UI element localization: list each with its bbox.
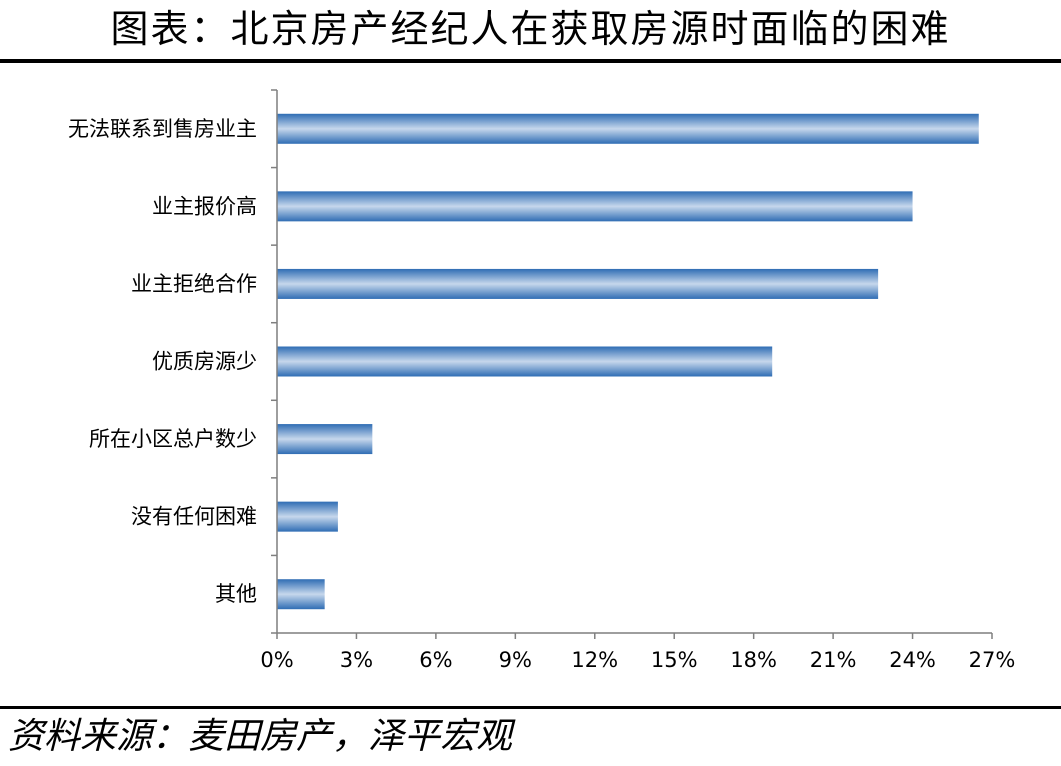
x-tick-label: 21% [810, 648, 857, 672]
bar [277, 579, 325, 610]
page-title: 图表：北京房产经纪人在获取房源时面临的困难 [110, 7, 951, 51]
x-tick-label: 9% [499, 648, 532, 672]
bar [277, 191, 913, 222]
footer-divider [0, 706, 1061, 709]
x-tick-label: 0% [260, 648, 293, 672]
bar [277, 113, 979, 144]
bar [277, 501, 338, 532]
x-tick-label: 24% [889, 648, 936, 672]
title-divider [0, 59, 1061, 63]
category-label: 优质房源少 [152, 350, 257, 374]
category-label: 没有任何困难 [131, 505, 257, 529]
bar [277, 424, 373, 455]
source-note: 资料来源：麦田房产，泽平宏观 [8, 716, 513, 757]
x-tick-label: 15% [651, 648, 698, 672]
category-label: 所在小区总户数少 [89, 427, 257, 451]
category-label: 无法联系到售房业主 [68, 117, 257, 141]
x-tick-label: 27% [969, 648, 1016, 672]
category-label: 其他 [215, 582, 257, 606]
bar-chart: 无法联系到售房业主业主报价高业主拒绝合作优质房源少所在小区总户数少没有任何困难其… [68, 89, 1016, 672]
x-tick-label: 12% [571, 648, 618, 672]
bar [277, 268, 879, 299]
bar [277, 346, 773, 377]
x-tick-label: 6% [419, 648, 452, 672]
x-tick-label: 18% [730, 648, 777, 672]
category-label: 业主拒绝合作 [131, 272, 257, 296]
category-label: 业主报价高 [152, 194, 257, 218]
x-tick-label: 3% [340, 648, 373, 672]
